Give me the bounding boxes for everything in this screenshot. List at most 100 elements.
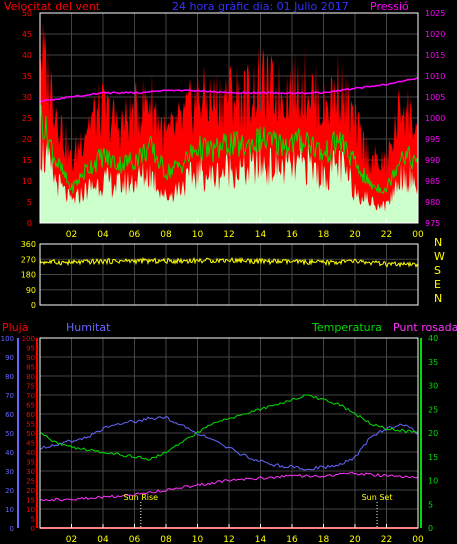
rain-y-tick-label: 0 — [31, 525, 35, 533]
sun-annotation: Sun Rise — [123, 493, 158, 502]
pressure-y-tick-label: 980 — [425, 198, 440, 207]
rain-y-tick-label: 5 — [31, 516, 35, 524]
humidity-y-tick-label: 100 — [1, 335, 14, 343]
rain-y-tick-label: 80 — [26, 373, 35, 381]
temperature-y-tick-label: 25 — [428, 405, 438, 414]
x-tick-label: 22 — [381, 230, 392, 240]
direction-y-tick-label: 90 — [26, 286, 36, 295]
x-tick-label: 08 — [160, 230, 172, 240]
x-tick-label: 06 — [129, 230, 141, 240]
humidity-y-tick-label: 40 — [5, 449, 14, 457]
x-tick-label: 18 — [318, 230, 330, 240]
humidity-y-tick-label: 50 — [5, 430, 14, 438]
rain-y-tick-label: 55 — [26, 421, 35, 429]
pressure-y-tick-label: 975 — [425, 219, 440, 228]
wind-y-tick-label: 25 — [22, 114, 32, 123]
average-wind-line — [39, 104, 419, 195]
pressure-y-tick-label: 990 — [425, 156, 440, 165]
dew-point-line — [39, 471, 419, 502]
wind-pressure-series — [39, 21, 419, 224]
compass-letter: N — [434, 236, 442, 249]
x-tick-label: 02 — [66, 230, 77, 240]
pressure-y-tick-label: 1020 — [425, 30, 445, 39]
wind-y-tick-label: 0 — [27, 219, 32, 228]
pressure-y-tick-label: 1015 — [425, 51, 445, 60]
x-tick-label: 00 — [412, 535, 424, 544]
x-tick-label: 10 — [192, 535, 204, 544]
rain-y-tick-label: 70 — [26, 392, 35, 400]
rain-y-tick-label: 85 — [26, 364, 35, 372]
wind-speed-label: Velocitat del vent — [4, 0, 101, 13]
pressure-y-tick-label: 1025 — [425, 9, 445, 18]
sun-annotation: Sun Set — [362, 493, 393, 502]
climate-ticks: 0510152025303540455055606570758085909510… — [1, 334, 439, 533]
wind-y-tick-label: 5 — [27, 198, 32, 207]
humidity-y-tick-label: 10 — [5, 506, 14, 514]
humidity-y-tick-label: 0 — [10, 525, 14, 533]
pressure-line — [39, 77, 419, 103]
x-tick-label: 02 — [66, 535, 77, 544]
x-tick-label: 20 — [349, 535, 361, 544]
rain-y-tick-label: 100 — [22, 335, 35, 343]
climate-grid — [40, 337, 418, 529]
humidity-y-tick-label: 90 — [5, 354, 14, 362]
direction-y-tick-label: 360 — [21, 240, 36, 249]
humidity-y-tick-label: 80 — [5, 373, 14, 381]
wind-y-tick-label: 10 — [22, 177, 32, 186]
x-tick-label: 12 — [223, 230, 234, 240]
wind-y-tick-label: 40 — [22, 51, 32, 60]
x-tick-label: 00 — [412, 230, 424, 240]
direction-series — [39, 256, 419, 269]
dew-point-label: Punt rosada — [393, 321, 457, 334]
temperature-y-tick-label: 20 — [428, 429, 438, 438]
pressure-y-tick-label: 1000 — [425, 114, 445, 123]
compass-letter: E — [434, 278, 441, 291]
wind-y-tick-label: 20 — [22, 135, 32, 144]
wind-area — [40, 137, 418, 223]
direction-y-tick-label: 180 — [21, 271, 36, 280]
humidity-y-tick-label: 20 — [5, 487, 14, 495]
wind-y-tick-label: 35 — [22, 72, 32, 81]
wind-pressure-x-ticks: 02 04 06 08 10 12 14 16 18 20 22 00 — [66, 219, 424, 240]
humidity-y-tick-label: 60 — [5, 411, 14, 419]
wind-y-tick-label: 45 — [22, 30, 32, 39]
direction-y-tick-label: 0 — [31, 301, 36, 310]
x-tick-label: 04 — [97, 230, 109, 240]
rain-y-tick-label: 65 — [26, 402, 35, 410]
humidity-y-tick-label: 70 — [5, 392, 14, 400]
wind-direction-line — [39, 256, 419, 269]
temperature-y-tick-label: 40 — [428, 334, 438, 343]
rain-y-tick-label: 50 — [26, 430, 35, 438]
rain-y-tick-label: 40 — [26, 449, 35, 457]
rain-y-tick-label: 60 — [26, 411, 35, 419]
temperature-label: Temperatura — [311, 321, 382, 334]
direction-y-tick-label: 270 — [21, 255, 36, 264]
climate-x-ticks: 02 04 06 08 10 12 14 16 18 20 22 00 — [66, 524, 424, 544]
x-tick-label: 12 — [223, 535, 234, 544]
pressure-y-tick-label: 985 — [425, 177, 440, 186]
temperature-y-tick-label: 35 — [428, 358, 438, 367]
temperature-y-tick-label: 10 — [428, 477, 438, 486]
x-tick-label: 06 — [129, 535, 141, 544]
rain-y-tick-label: 30 — [26, 468, 35, 476]
rain-y-tick-label: 15 — [26, 497, 35, 505]
x-tick-label: 10 — [192, 230, 204, 240]
direction-grid — [40, 243, 418, 306]
temperature-y-tick-label: 30 — [428, 382, 438, 391]
chart-title: 24 hora gràfic dia: 01 Julio 2017 — [172, 0, 349, 13]
pressure-label: Pressió — [370, 0, 409, 13]
rain-y-tick-label: 25 — [26, 478, 35, 486]
x-tick-label: 14 — [255, 535, 267, 544]
wind-y-tick-label: 30 — [22, 93, 32, 102]
pressure-y-tick-label: 1010 — [425, 72, 445, 81]
temperature-y-tick-label: 15 — [428, 453, 438, 462]
x-tick-label: 04 — [97, 535, 109, 544]
humidity-y-tick-label: 30 — [5, 468, 14, 476]
wind-y-tick-label: 15 — [22, 156, 32, 165]
gust-area — [40, 21, 418, 224]
x-tick-label: 16 — [286, 535, 298, 544]
humidity-line — [39, 415, 419, 471]
x-tick-label: 18 — [318, 535, 330, 544]
compass-letter: W — [434, 250, 445, 263]
